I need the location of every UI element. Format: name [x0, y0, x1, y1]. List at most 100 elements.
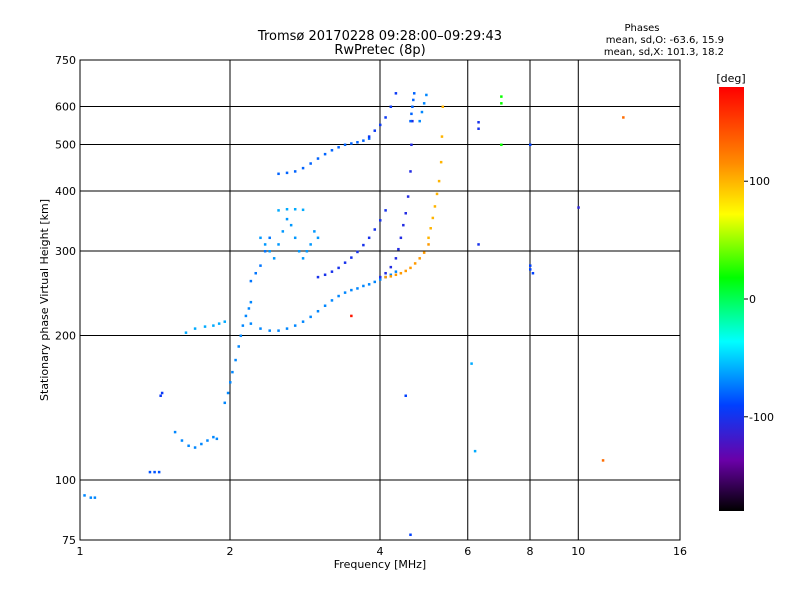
data-point [313, 230, 316, 233]
data-point [153, 470, 156, 474]
data-point [223, 320, 227, 323]
data-point [277, 329, 280, 332]
data-point [411, 105, 414, 109]
data-point [477, 127, 480, 130]
data-point [277, 209, 280, 212]
y-tick-label: 200 [55, 330, 76, 343]
data-point [83, 494, 86, 497]
y-tick-label: 500 [55, 139, 76, 152]
data-point [293, 236, 297, 240]
data-point [229, 381, 232, 384]
data-point [148, 470, 152, 474]
data-point [410, 143, 413, 147]
colorbar-tick-label: -100 [749, 411, 774, 424]
data-point [373, 228, 377, 231]
data-point [184, 331, 188, 334]
data-point [373, 129, 377, 132]
data-point [249, 322, 253, 325]
data-point [410, 112, 413, 116]
data-point [323, 273, 327, 277]
data-point [217, 322, 221, 325]
colorbar-tick-label: 0 [749, 293, 756, 306]
data-point [367, 236, 371, 240]
data-point [157, 470, 161, 474]
data-point [309, 162, 312, 165]
data-point [601, 459, 605, 462]
data-point [394, 92, 398, 95]
data-point [305, 250, 309, 253]
data-point [249, 300, 253, 304]
data-point [330, 299, 334, 302]
data-point [263, 250, 267, 253]
data-point [285, 171, 289, 175]
data-point [237, 345, 240, 348]
data-point [173, 430, 177, 434]
data-point [362, 284, 365, 288]
x-tick-label: 4 [377, 545, 384, 558]
data-point [404, 394, 407, 398]
plot-frame [79, 59, 681, 541]
data-point [404, 269, 407, 273]
data-point [427, 243, 430, 246]
data-point [356, 250, 359, 254]
data-point [622, 116, 625, 119]
data-point [437, 179, 441, 183]
chart-title: Tromsø 20170228 09:28:00–09:29:43 [257, 29, 502, 44]
data-point [409, 170, 412, 173]
data-point [231, 370, 234, 374]
data-point [362, 139, 365, 142]
data-point [316, 309, 320, 313]
data-point [362, 243, 365, 247]
data-point [379, 219, 382, 222]
data-point [394, 273, 398, 277]
data-point [473, 449, 477, 453]
colorbar-ticks: 100 0 -100 [744, 175, 774, 424]
data-point [500, 102, 503, 105]
data-point [350, 314, 353, 318]
data-point [309, 315, 312, 319]
data-point [411, 119, 414, 123]
x-tick-label: 6 [464, 545, 471, 558]
grid [80, 60, 680, 540]
x-tick-label: 10 [571, 545, 585, 558]
data-point [350, 142, 353, 145]
data-point [404, 212, 407, 215]
phase-x-stats: mean, sd,X: 101.3, 18.2 [604, 47, 724, 58]
data-point [367, 135, 371, 138]
data-point [477, 121, 480, 124]
data-point [440, 135, 444, 138]
data-point [226, 391, 230, 395]
data-point [241, 324, 245, 327]
data-point [259, 236, 262, 240]
data-point [412, 98, 415, 102]
y-tick-label: 600 [55, 101, 76, 114]
data-point [389, 273, 393, 277]
data-point [441, 105, 445, 109]
data-point [263, 243, 267, 246]
data-point [203, 325, 207, 328]
data-point [249, 279, 253, 283]
data-point [206, 439, 209, 442]
data-point [323, 304, 327, 307]
data-point [247, 307, 251, 310]
y-tick-label: 100 [55, 474, 76, 487]
data-point [394, 257, 398, 260]
data-point [500, 143, 503, 147]
data-point [285, 217, 289, 221]
data-point [409, 266, 412, 270]
data-point [529, 264, 532, 267]
data-point [470, 362, 473, 365]
colorbar [719, 87, 744, 511]
data-point [397, 247, 400, 251]
data-point [330, 149, 334, 152]
data-point [316, 275, 320, 279]
data-point [420, 110, 424, 114]
data-point [389, 265, 393, 269]
data-point [389, 275, 393, 278]
data-point [337, 266, 340, 270]
data-point [418, 119, 421, 123]
data-point [180, 439, 184, 442]
data-point [285, 327, 289, 330]
colorbar-label: [deg] [716, 72, 745, 85]
data-point [399, 236, 403, 240]
